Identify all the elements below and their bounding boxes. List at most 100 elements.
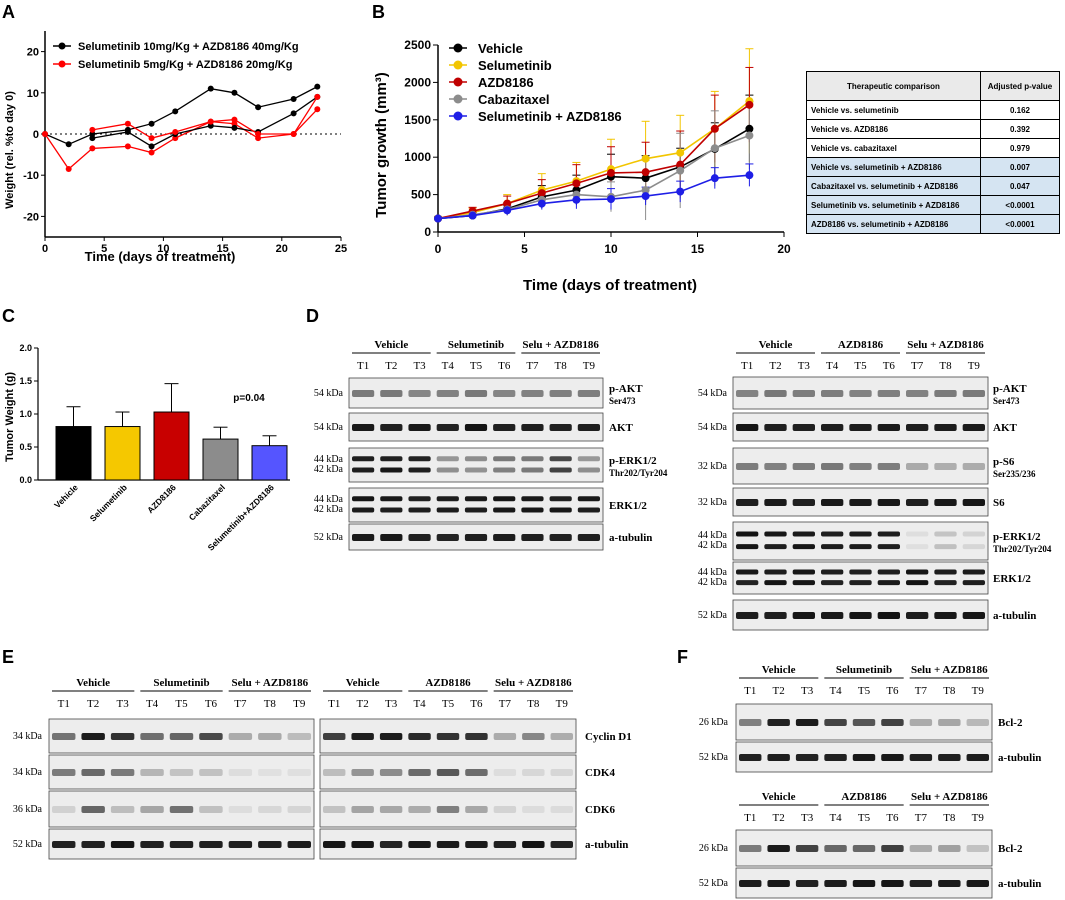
table-header-row: Therapeutic comparison Adjusted p-value [806,71,1060,101]
blot-band [550,733,573,740]
blot-band [550,841,573,848]
panel-label-c: C [2,306,15,326]
blot-lane-label: T3 [798,360,811,372]
blot-kda-label: 54 kDa [698,388,728,399]
blot-band-row [732,412,989,442]
chart-a-point [65,141,72,148]
blot-band [736,390,759,397]
blot-lane-label: T5 [854,360,867,372]
blot-lane-label: T3 [801,685,814,697]
blot-band [199,769,223,776]
blot-lane-label: T9 [556,698,569,710]
blot-band-row [319,790,577,828]
blot-band [521,456,544,462]
blot-band-row [48,754,315,790]
chart-a-point [89,126,96,133]
chart-b-point [641,168,650,177]
blot-lane-label: T1 [741,360,753,372]
chart-b-xtick-label: 20 [777,242,791,256]
blot-band [287,806,311,813]
blot-band-row [348,447,604,483]
blot-band [792,463,815,470]
blot-group-label: Selu + AZD8186 [911,791,988,803]
chart-b-tumor-growth: 0 5 10 15 20 0 500 1000 1500 2000 2500 Time (days … [373,38,791,294]
blot-band [550,806,573,813]
blot-band [436,733,460,740]
blot-band [323,841,346,848]
blot-band [577,467,600,473]
blot-protein-label: a-tubulin [998,878,1041,890]
chart-c-ytick-label: 1.0 [19,409,32,419]
blot-band [493,456,516,462]
chart-b-xtick-label: 10 [604,242,618,256]
blot-band [821,463,844,470]
blot-lane-label: T7 [234,698,247,710]
blot-band [821,612,844,619]
blot-band [379,806,403,813]
blot-protein-label: a-tubulin [585,839,628,851]
blot-band [767,719,790,726]
blot-band [408,534,431,541]
chart-b-point [572,195,581,204]
blot-band [464,534,488,541]
blot-protein-label: S6 [993,497,1005,509]
blot-band-row [732,487,989,517]
blot-band [962,499,985,506]
blot-band [821,531,844,537]
blot-group-label: Vehicle [762,791,796,803]
blot-band [228,841,253,848]
blot-band [767,880,790,887]
blot-lane-label: T8 [555,360,568,372]
blot-kda-label: 52 kDa [13,839,43,850]
chart-b-point [676,187,685,196]
chart-a-xtick-label: 5 [101,243,107,255]
blot-band [792,499,815,506]
blot-band [934,580,957,586]
blot-lane-label: T1 [328,698,340,710]
blot-band [934,612,957,619]
chart-a-point [148,149,155,156]
chart-b-legend-label: Selumetinib [478,58,552,73]
blot-band-row [735,741,993,773]
blot-lane-label: T4 [442,360,455,372]
chart-a-point [231,124,238,131]
chart-b-ytick-label: 1500 [404,113,431,127]
chart-a-point [290,131,297,137]
chart-b-point [710,174,719,183]
blot-band [379,733,403,740]
table-header-pvalue: Adjusted p-value [980,71,1060,101]
chart-b-point [503,206,512,215]
blot-band [258,841,282,848]
blot-lane-label: T1 [357,360,369,372]
blot-band [821,424,844,431]
blot-band [408,456,431,462]
blot-band [408,390,431,397]
chart-b-legend-label: Vehicle [478,41,523,56]
blot-band [577,507,600,513]
blot-lane-label: T2 [773,685,785,697]
chart-b-legend-marker [453,77,463,87]
blot-band [408,496,431,502]
blot-band [521,424,544,431]
blot-band [493,806,517,813]
chart-a-point [172,135,179,142]
blot-protein-label: Bcl-2 [998,717,1023,729]
blot-band [465,769,488,776]
table-cell: 0.047 [980,176,1060,196]
chart-a-xtick-label: 20 [276,243,288,255]
blot-band [821,544,844,550]
blot-band [909,719,933,726]
blot-band-row [735,703,993,741]
blot-band [792,424,815,431]
blot-kda-label: 52 kDa [698,610,728,621]
blot-band [849,569,872,575]
blot-protein-label: p-S6 [993,456,1015,468]
blot-membrane [348,447,604,483]
blot-band [258,733,282,740]
blot-band [464,507,488,513]
blot-band [549,507,572,513]
blot-band [764,569,787,575]
blot-band [962,544,985,550]
chart-a-ytick-label: 0 [33,129,39,141]
